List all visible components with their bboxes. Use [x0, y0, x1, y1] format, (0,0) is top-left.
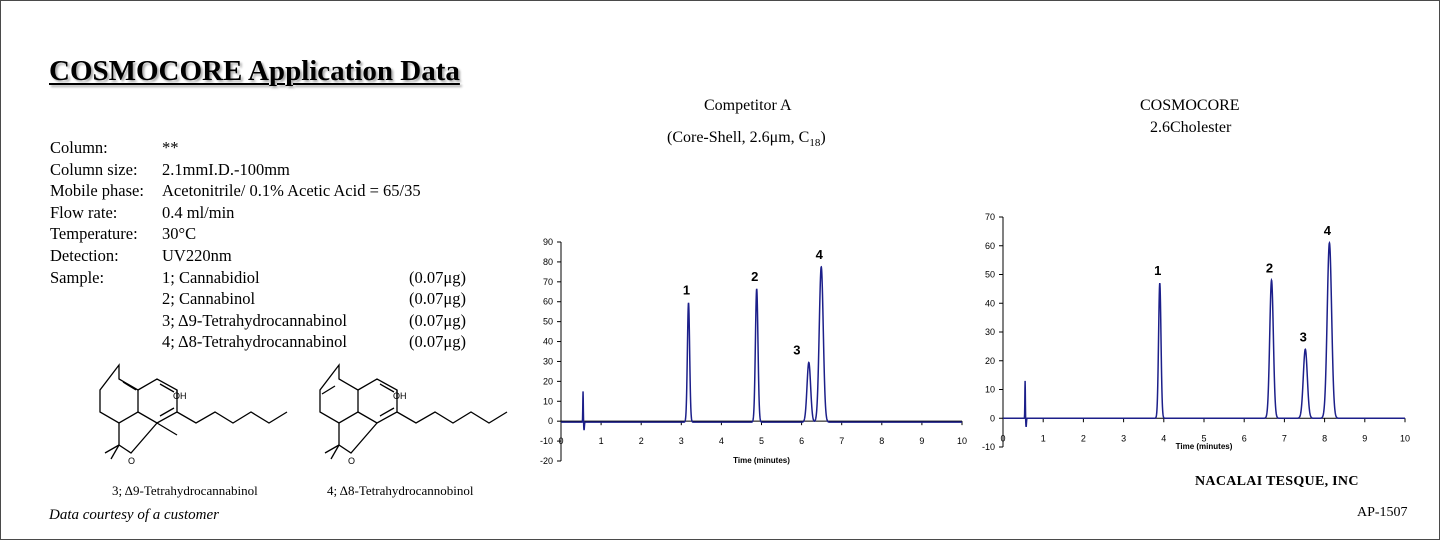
sample-amount: (0.07μg) — [409, 332, 466, 352]
sample-name: 3; Δ9-Tetrahydrocannabinol — [162, 310, 347, 330]
y-tick-label: 30 — [985, 327, 995, 337]
x-tick-label: 1 — [1041, 433, 1046, 443]
structure-caption: 3; Δ9-Tetrahydrocannabinol — [112, 483, 258, 498]
y-tick-label: 20 — [543, 376, 553, 386]
chart-subtitle-competitor: (Core-Shell, 2.6μm, C18) — [667, 129, 826, 150]
structure-hydroxyl-label: OH — [393, 391, 407, 401]
y-tick-label: 70 — [985, 212, 995, 222]
x-axis-label: Time (minutes) — [1176, 442, 1233, 451]
y-tick-label: 60 — [543, 297, 553, 307]
x-tick-label: 1 — [599, 436, 604, 446]
document-number: AP-1507 — [1357, 505, 1408, 520]
x-tick-label: 9 — [919, 436, 924, 446]
x-tick-label: 10 — [1400, 433, 1410, 443]
condition-label: Mobile phase: — [50, 181, 144, 201]
chart-subtitle-cosmocore: 2.6Cholester — [1150, 119, 1232, 136]
svg-text:O: O — [348, 456, 355, 466]
structure-delta9-thc: OH O — [99, 363, 288, 466]
y-tick-label: 0 — [990, 413, 995, 423]
condition-label: Detection: — [50, 245, 119, 265]
peak-label: 1 — [683, 283, 690, 298]
sample-amount: (0.07μg) — [409, 310, 466, 330]
svg-text:O: O — [128, 456, 135, 466]
x-tick-label: 0 — [558, 436, 563, 446]
chromatogram-trace — [561, 265, 962, 431]
y-tick-label: -10 — [982, 442, 995, 452]
x-tick-label: 0 — [1000, 433, 1005, 443]
x-tick-label: 4 — [719, 436, 724, 446]
chart-title-cosmocore: COSMOCORE — [1140, 97, 1240, 114]
x-tick-label: 7 — [1282, 433, 1287, 443]
x-tick-label: 7 — [839, 436, 844, 446]
y-tick-label: 50 — [543, 317, 553, 327]
x-tick-label: 8 — [1322, 433, 1327, 443]
company-name: NACALAI TESQUE, INC — [1195, 474, 1359, 489]
sample-name: 2; Cannabinol — [162, 289, 256, 309]
structure-caption: 4; Δ8-Tetrahydrocannobinol — [327, 483, 474, 498]
x-tick-label: 4 — [1161, 433, 1166, 443]
y-tick-label: -20 — [540, 456, 553, 466]
y-tick-label: 50 — [985, 270, 995, 280]
x-tick-label: 2 — [1081, 433, 1086, 443]
chromatogram-trace — [1003, 240, 1405, 427]
condition-value: 30°C — [162, 224, 197, 244]
y-tick-label: 20 — [985, 356, 995, 366]
y-tick-label: 40 — [543, 337, 553, 347]
x-tick-label: 8 — [879, 436, 884, 446]
y-tick-label: 80 — [543, 257, 553, 267]
chart-title-competitor: Competitor A — [704, 97, 792, 114]
y-tick-label: 0 — [548, 416, 553, 426]
y-tick-label: 10 — [985, 385, 995, 395]
condition-label: Column size: — [50, 159, 138, 179]
peak-label: 1 — [1154, 263, 1161, 278]
peak-label: 2 — [751, 269, 758, 284]
y-tick-label: 40 — [985, 298, 995, 308]
peak-label: 4 — [1324, 223, 1332, 238]
condition-label: Flow rate: — [50, 202, 118, 222]
peak-label: 3 — [793, 342, 800, 357]
peak-label: 3 — [1300, 329, 1307, 344]
y-tick-label: 30 — [543, 356, 553, 366]
peak-label: 4 — [816, 247, 824, 262]
x-tick-label: 2 — [639, 436, 644, 446]
condition-value: 0.4 ml/min — [162, 202, 235, 222]
x-tick-label: 3 — [679, 436, 684, 446]
y-tick-label: 60 — [985, 241, 995, 251]
condition-value: Acetonitrile/ 0.1% Acetic Acid = 65/35 — [162, 181, 421, 201]
sample-amount: (0.07μg) — [409, 289, 466, 309]
x-tick-label: 3 — [1121, 433, 1126, 443]
y-tick-label: 10 — [543, 396, 553, 406]
y-tick-label: 90 — [543, 237, 553, 247]
peak-label: 2 — [1266, 260, 1273, 275]
sample-name: 4; Δ8-Tetrahydrocannabinol — [162, 332, 347, 352]
condition-value: 2.1mmI.D.-100mm — [162, 159, 290, 179]
sample-amount: (0.07μg) — [409, 267, 466, 287]
courtesy-note: Data courtesy of a customer — [49, 507, 219, 523]
x-tick-label: 10 — [957, 436, 967, 446]
page-title: COSMOCORE Application Data — [49, 55, 460, 87]
condition-label: Column: — [50, 138, 108, 157]
sample-name: 1; Cannabidiol — [162, 267, 260, 287]
x-tick-label: 6 — [799, 436, 804, 446]
condition-value: UV220nm — [162, 245, 232, 265]
x-tick-label: 5 — [759, 436, 764, 446]
structure-delta8-thc: OH O — [319, 363, 508, 466]
y-tick-label: -10 — [540, 436, 553, 446]
condition-label: Temperature: — [50, 224, 138, 244]
x-tick-label: 5 — [1201, 433, 1206, 443]
x-tick-label: 6 — [1242, 433, 1247, 443]
x-tick-label: 9 — [1362, 433, 1367, 443]
sample-label: Sample: — [50, 267, 105, 287]
y-tick-label: 70 — [543, 277, 553, 287]
x-axis-label: Time (minutes) — [733, 456, 790, 465]
structure-hydroxyl-label: OH — [173, 391, 187, 401]
condition-value: ** — [162, 138, 179, 157]
